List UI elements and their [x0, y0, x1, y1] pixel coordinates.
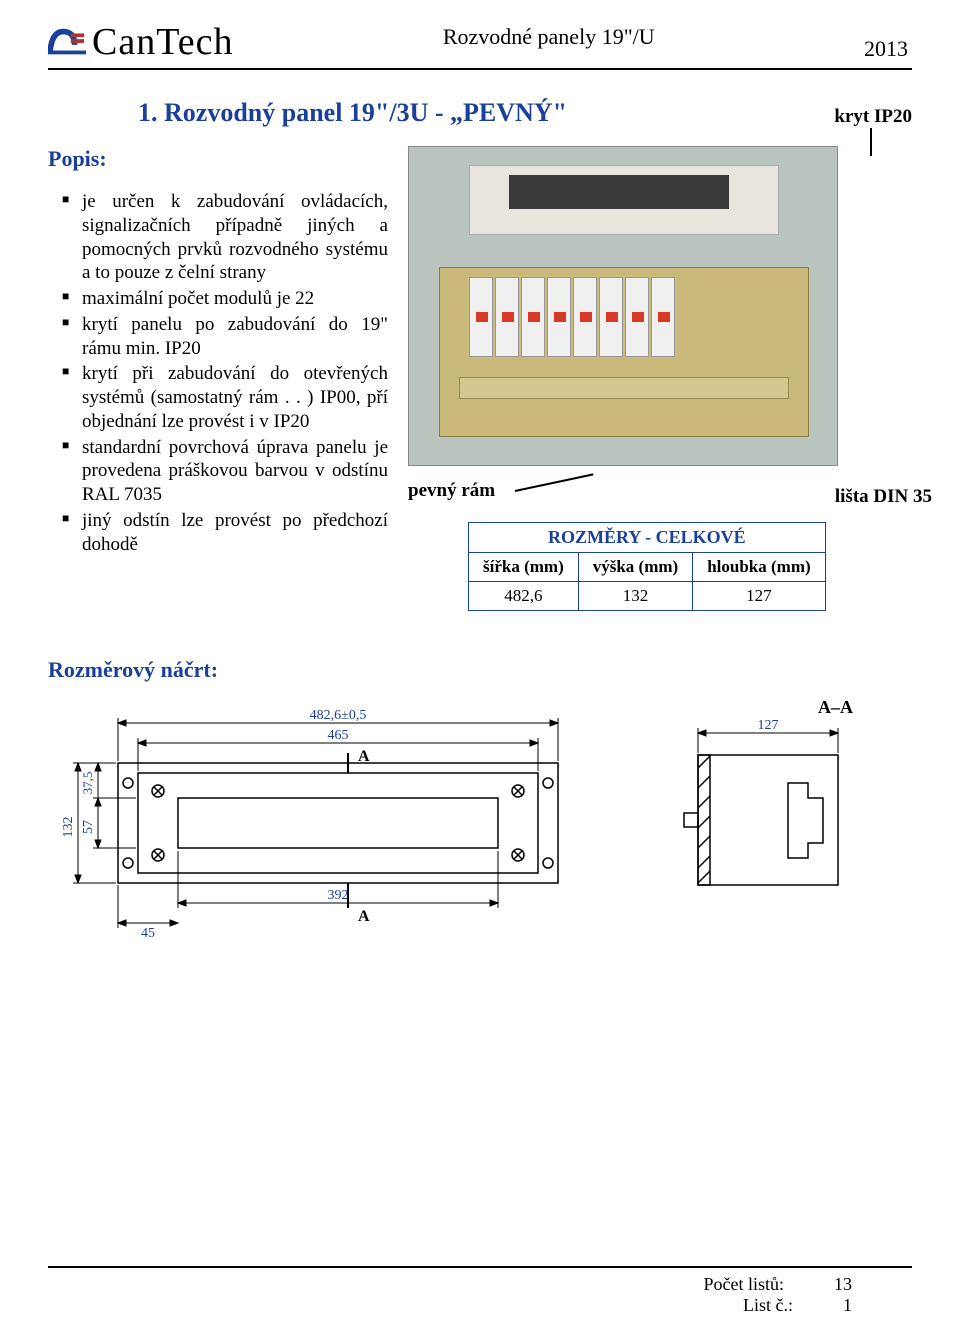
dim-w-slot: 392	[328, 888, 349, 903]
dims-cell: 482,6	[469, 582, 579, 611]
popis-heading: Popis:	[48, 146, 388, 172]
brand-block: CanTech	[48, 20, 234, 64]
breaker-icon	[469, 277, 493, 357]
pocet-listu-label: Počet listů:	[704, 1274, 785, 1295]
breaker-icon	[547, 277, 571, 357]
breaker-icon	[651, 277, 675, 357]
dims-cell: 132	[578, 582, 692, 611]
header-year: 2013	[864, 36, 912, 62]
section-mark-bottom: A	[358, 908, 370, 925]
dim-h-inner: 57	[81, 820, 96, 834]
dim-w-outer: 482,6±0,5	[310, 708, 367, 723]
figure-column: kryt IP20 lišta DIN 35 pevný rám	[408, 146, 912, 611]
brand-name: CanTech	[92, 20, 234, 64]
list-item: je určen k zabudování ovládacích, signal…	[66, 190, 388, 285]
breaker-icon	[625, 277, 649, 357]
lista-label: lišta DIN 35	[835, 486, 932, 508]
dims-col-header: šířka (mm)	[469, 553, 579, 582]
list-c-label: List č.:	[743, 1295, 793, 1316]
product-photo	[408, 146, 838, 466]
photo-breakers	[469, 277, 675, 357]
brand-logo-icon	[48, 27, 86, 57]
section-view-drawing: A–A 127	[638, 693, 878, 943]
list-item: maximální počet modulů je 22	[66, 287, 388, 311]
list-item: standardní povrchová úprava panelu je pr…	[66, 436, 388, 507]
dimensions-table: ROZMĚRY - CELKOVÉ šířka (mm) výška (mm) …	[468, 522, 826, 611]
section-mark-top: A	[358, 748, 370, 765]
page-header: CanTech Rozvodné panely 19"/U 2013	[48, 20, 912, 70]
front-view-drawing: 482,6±0,5 465 A A 392 45	[48, 693, 608, 943]
breaker-icon	[521, 277, 545, 357]
pevny-ram-label: pevný rám	[408, 480, 495, 502]
list-item: jiný odstín lze provést po předchozí doh…	[66, 509, 388, 557]
photo-rail	[459, 377, 789, 399]
page-footer: Počet listů: 13 List č.: 1	[48, 1266, 912, 1316]
dims-col-header: hloubka (mm)	[693, 553, 825, 582]
bullet-list: je určen k zabudování ovládacích, signal…	[48, 190, 388, 556]
breaker-icon	[573, 277, 597, 357]
content-row: Popis: je určen k zabudování ovládacích,…	[48, 146, 912, 611]
dims-cell: 127	[693, 582, 825, 611]
header-title: Rozvodné panely 19"/U	[234, 24, 864, 50]
dim-h-outer: 132	[61, 817, 76, 838]
photo-slot	[509, 175, 729, 209]
section-label: A–A	[818, 697, 853, 717]
dim-depth: 127	[758, 718, 779, 733]
list-c-value: 1	[843, 1295, 852, 1316]
list-item: krytí při zabudování do otevřených systé…	[66, 362, 388, 433]
pevny-leader-line	[515, 473, 594, 492]
description-column: Popis: je určen k zabudování ovládacích,…	[48, 146, 388, 611]
list-item: krytí panelu po zabudování do 19" rámu m…	[66, 313, 388, 361]
dim-h-top: 37,5	[80, 772, 95, 795]
kryt-label: kryt IP20	[834, 106, 912, 128]
kryt-leader-line	[870, 128, 872, 156]
pocet-listu-value: 13	[834, 1274, 852, 1295]
nacrt-heading: Rozměrový náčrt:	[48, 657, 912, 683]
breaker-icon	[495, 277, 519, 357]
breaker-icon	[599, 277, 623, 357]
section-title: 1. Rozvodný panel 19"/3U - „PEVNÝ"	[138, 98, 912, 128]
dim-w-inner: 465	[328, 728, 349, 743]
dims-col-header: výška (mm)	[578, 553, 692, 582]
dims-title: ROZMĚRY - CELKOVÉ	[469, 523, 826, 553]
dim-w-left: 45	[141, 926, 155, 941]
technical-drawing: 482,6±0,5 465 A A 392 45	[48, 693, 912, 943]
